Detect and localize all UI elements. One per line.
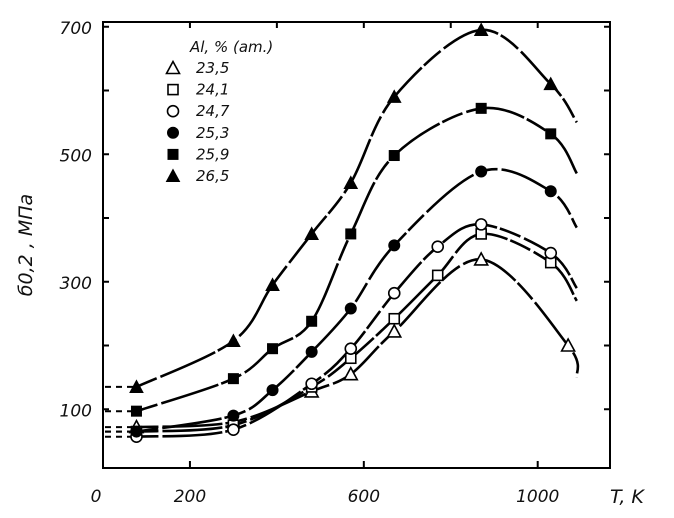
data-point [167, 83, 179, 96]
data-point [130, 425, 143, 438]
y-tick-label: 300 [60, 274, 92, 294]
y-axis-label: б0,2 , МПа [15, 194, 37, 296]
data-point [475, 102, 487, 114]
x-tick-label: 0 [91, 487, 102, 507]
plot-frame [102, 21, 611, 469]
data-point [130, 405, 142, 417]
data-point [165, 59, 181, 75]
legend: Al, % (am.) 23,5 24,1 24,7 25,3 25,9 26,5 [165, 38, 273, 185]
data-point [545, 128, 557, 140]
data-point [306, 315, 318, 327]
axes [102, 21, 611, 469]
data-point [473, 251, 490, 266]
legend-label: 26,5 [196, 167, 229, 185]
data-point [475, 165, 488, 178]
data-point [344, 302, 357, 315]
data-point [386, 89, 402, 103]
data-point [167, 148, 179, 160]
data-point [267, 343, 279, 355]
data-point [344, 342, 358, 355]
legend-label: 25,9 [196, 145, 229, 163]
data-point [165, 168, 181, 182]
x-tick-label: 600 [348, 487, 380, 507]
data-point [166, 104, 180, 118]
data-point [474, 218, 488, 231]
series-line [136, 258, 580, 429]
legend-label: 24,7 [196, 102, 230, 120]
data-point [345, 228, 357, 240]
data-point [431, 240, 445, 253]
data-point [544, 246, 558, 260]
data-point [129, 379, 144, 393]
data-point [227, 373, 239, 385]
series-line [136, 167, 578, 433]
legend-title: Al, % (am.) [189, 38, 273, 56]
data-point [388, 312, 401, 325]
data-point [560, 337, 576, 352]
legend-label: 25,3 [196, 124, 229, 142]
legend-label: 24,1 [196, 81, 229, 99]
data-point [388, 150, 400, 162]
data-point [227, 423, 240, 436]
data-point [388, 239, 401, 252]
y-tick-label: 100 [60, 401, 92, 421]
series-line [136, 223, 578, 438]
data-point [266, 384, 279, 397]
data-point [265, 277, 280, 291]
data-point [226, 333, 241, 348]
x-axis-label: T, K [610, 486, 645, 508]
legend-label: 23,5 [196, 59, 229, 77]
data-point [386, 323, 403, 338]
series-markers [128, 22, 576, 443]
y-tick-label: 700 [60, 19, 92, 39]
data-point [305, 377, 318, 391]
x-tick-label: 200 [174, 487, 206, 507]
tick-labels: 0 200 600 1000 100 300 500 700 [60, 19, 560, 507]
series-line [136, 232, 578, 433]
data-point [343, 175, 359, 189]
data-point [167, 126, 179, 139]
data-point [543, 76, 559, 91]
x-tick-label: 1000 [516, 487, 559, 507]
data-point [304, 226, 319, 240]
data-point [342, 366, 359, 381]
data-point [473, 22, 489, 36]
data-point [227, 409, 240, 422]
y-tick-label: 500 [60, 146, 92, 166]
data-point [544, 185, 557, 198]
data-point [387, 286, 401, 300]
data-point [431, 269, 444, 282]
data-point [305, 345, 318, 358]
